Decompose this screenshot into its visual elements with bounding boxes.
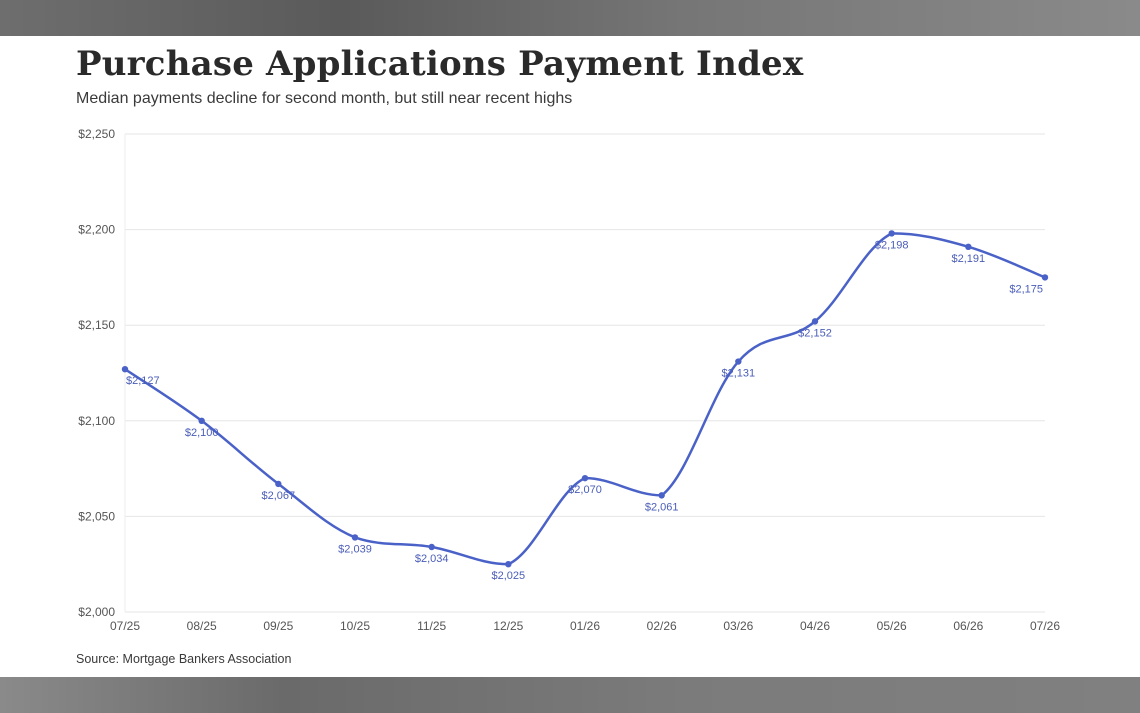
x-tick-label: 05/26	[877, 619, 907, 633]
data-point	[965, 243, 972, 251]
background-band-top	[0, 0, 1140, 36]
line-chart: $2,000 $2,050 $2,100 $2,150 $2,200 $2,250 07/2…	[78, 127, 1060, 633]
x-tick-label: 07/26	[1030, 619, 1060, 633]
data-label: $2,100	[185, 427, 219, 439]
x-tick-label: 09/25	[263, 619, 293, 633]
data-label: $2,198	[875, 239, 909, 251]
chart-subtitle: Median payments decline for second month…	[76, 90, 573, 107]
data-point	[658, 492, 665, 499]
chart-title: Purchase Applications Payment Index	[76, 44, 804, 84]
y-tick-label: $2,150	[78, 318, 115, 332]
chart-card: Purchase Applications Payment Index Medi…	[0, 36, 1140, 677]
series-line	[123, 232, 1047, 566]
data-label: $2,070	[568, 484, 602, 496]
data-label: $2,152	[798, 327, 832, 339]
x-tick-label: 10/25	[340, 619, 370, 633]
data-point	[351, 534, 359, 541]
data-label: $2,127	[126, 375, 160, 387]
data-point	[275, 480, 282, 488]
source-note: Source: Mortgage Bankers Association	[76, 652, 292, 666]
data-label: $2,061	[645, 501, 679, 513]
x-tick-label: 08/25	[187, 619, 217, 633]
y-tick-label: $2,250	[78, 127, 115, 141]
x-tick-label: 01/26	[570, 619, 600, 633]
y-tick-label: $2,000	[78, 605, 115, 619]
data-label: $2,131	[722, 368, 756, 380]
y-tick-label: $2,050	[78, 509, 115, 523]
x-tick-label: 04/26	[800, 619, 830, 633]
x-tick-label: 11/25	[417, 619, 446, 633]
data-label: $2,025	[492, 570, 526, 582]
x-tick-label: 03/26	[723, 619, 753, 633]
x-tick-label: 12/25	[493, 619, 523, 633]
data-point	[811, 318, 819, 325]
data-label: $2,175	[1009, 283, 1043, 295]
data-label: $2,191	[952, 253, 986, 265]
data-point	[1041, 274, 1049, 281]
x-tick-label: 02/26	[647, 619, 677, 633]
x-tick-label: 06/26	[953, 619, 983, 633]
data-label: $2,034	[415, 553, 449, 565]
data-point	[581, 474, 589, 482]
y-tick-label: $2,100	[78, 414, 115, 428]
data-point	[735, 358, 742, 365]
data-point	[198, 417, 205, 424]
data-point	[428, 543, 435, 551]
data-point	[888, 230, 895, 237]
background-band-bottom	[0, 677, 1140, 713]
data-label: $2,067	[262, 490, 296, 502]
data-label: $2,039	[338, 543, 372, 555]
x-tick-label: 07/25	[110, 619, 140, 633]
data-point	[505, 561, 512, 568]
y-tick-label: $2,200	[78, 223, 115, 237]
data-point	[121, 365, 129, 373]
